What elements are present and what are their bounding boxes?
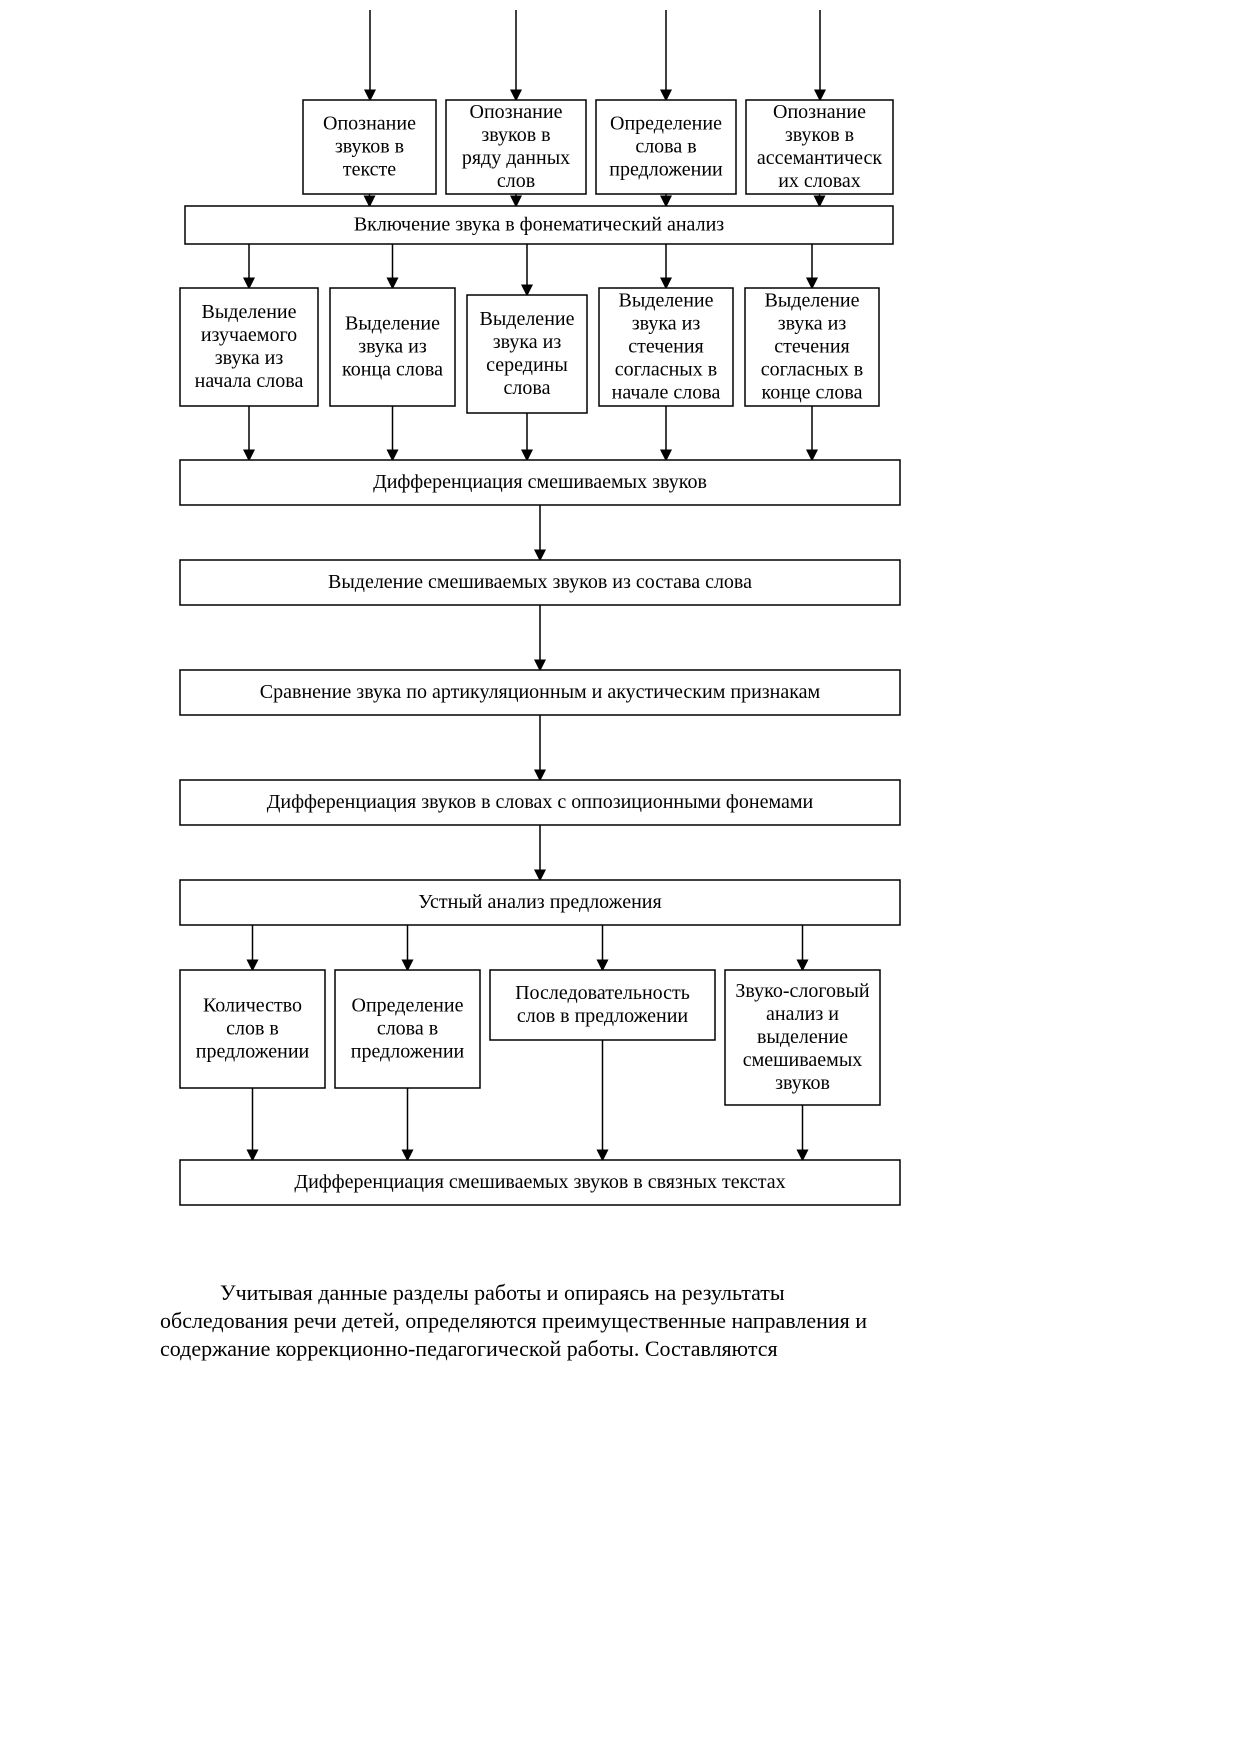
node-label: предложении [351,1041,465,1063]
node-label: Устный анализ предложения [418,891,661,913]
node-label: Выделение смешиваемых звуков из состава … [328,571,752,593]
node-r1_4: Опознаниезвуков вассемантических словах [746,100,893,194]
node-r1_3: Определениеслова впредложении [596,100,736,194]
paragraph-line: содержание коррекционно-педагогической р… [160,1336,778,1361]
node-r2: Включение звука в фонематический анализ [185,206,893,244]
node-label: Последовательность [515,982,690,1004]
node-r9_3: Последовательностьслов в предложении [490,970,715,1040]
node-label: Количество [203,995,302,1017]
node-label: Определение [352,995,464,1017]
node-label: согласных в [761,359,863,381]
node-label: Опознание [470,101,563,123]
node-r3_4: Выделениезвука изстечениясогласных внача… [599,288,733,406]
node-label: звука из [778,313,847,335]
paragraph-text: Учитывая данные разделы работы и опираяс… [160,1280,867,1361]
node-label: звуков в [481,124,550,146]
node-label: предложении [609,159,723,181]
node-r3_3: Выделениезвука изсерединыслова [467,295,587,413]
node-r6: Сравнение звука по артикуляционным и аку… [180,670,900,715]
node-label: звука из [493,331,562,353]
node-label: Дифференциация смешиваемых звуков в связ… [294,1171,785,1193]
node-label: звука из [632,313,701,335]
node-label: слова в [377,1018,438,1040]
paragraph-line: Учитывая данные разделы работы и опираяс… [220,1280,785,1305]
node-label: ассемантическ [757,147,883,169]
node-label: Выделение [202,301,297,323]
node-r3_2: Выделениезвука изконца слова [330,288,455,406]
node-r8: Устный анализ предложения [180,880,900,925]
node-r5: Выделение смешиваемых звуков из состава … [180,560,900,605]
node-label: звуков в [785,124,854,146]
node-label: Дифференциация смешиваемых звуков [373,471,707,493]
node-label: предложении [196,1041,310,1063]
node-r4: Дифференциация смешиваемых звуков [180,460,900,505]
node-label: слов в [226,1018,279,1040]
node-label: Выделение [480,308,575,330]
node-label: слов в предложении [517,1005,689,1027]
node-label: Определение [610,113,722,135]
node-label: Сравнение звука по артикуляционным и аку… [260,681,821,703]
node-label: анализ и [766,1003,839,1025]
node-label: слова в [635,136,696,158]
node-r3_5: Выделениезвука изстечениясогласных вконц… [745,288,879,406]
flowchart-canvas: Опознаниезвуков втекстеОпознаниезвуков в… [0,0,1240,1754]
node-label: начала слова [195,370,304,392]
node-r7: Дифференциация звуков в словах с оппозиц… [180,780,900,825]
node-label: Выделение [345,313,440,335]
node-label: Опознание [773,101,866,123]
node-label: середины [486,354,568,376]
node-label: выделение [757,1026,848,1048]
node-label: конца слова [342,359,443,381]
node-r1_2: Опознаниезвуков вряду данныхслов [446,100,586,194]
node-label: их словах [778,170,861,192]
node-label: слов [497,170,535,192]
node-r1_1: Опознаниезвуков втексте [303,100,436,194]
node-label: начале слова [612,382,721,404]
node-label: тексте [343,159,396,181]
node-label: стечения [628,336,704,358]
node-label: Звуко-слоговый [735,980,870,1002]
node-r3_1: Выделениеизучаемогозвука изначала слова [180,288,318,406]
node-label: звуков [775,1072,830,1094]
node-label: Опознание [323,113,416,135]
node-label: Выделение [619,290,714,312]
node-r9_1: Количествослов впредложении [180,970,325,1088]
node-label: Выделение [765,290,860,312]
node-label: смешиваемых [743,1049,863,1071]
node-label: звуков в [335,136,404,158]
node-label: звука из [358,336,427,358]
node-label: конце слова [762,382,863,404]
node-label: стечения [774,336,850,358]
node-label: Дифференциация звуков в словах с оппозиц… [267,791,814,813]
node-label: Включение звука в фонематический анализ [354,214,724,236]
node-label: изучаемого [201,324,297,346]
node-r9_2: Определениеслова впредложении [335,970,480,1088]
node-r9_4: Звуко-слоговыйанализ ивыделениесмешиваем… [725,970,880,1105]
node-label: слова [504,377,551,399]
node-r10: Дифференциация смешиваемых звуков в связ… [180,1160,900,1205]
node-label: звука из [215,347,284,369]
node-label: согласных в [615,359,717,381]
paragraph-line: обследования речи детей, определяются пр… [160,1308,867,1333]
node-label: ряду данных [462,147,570,169]
